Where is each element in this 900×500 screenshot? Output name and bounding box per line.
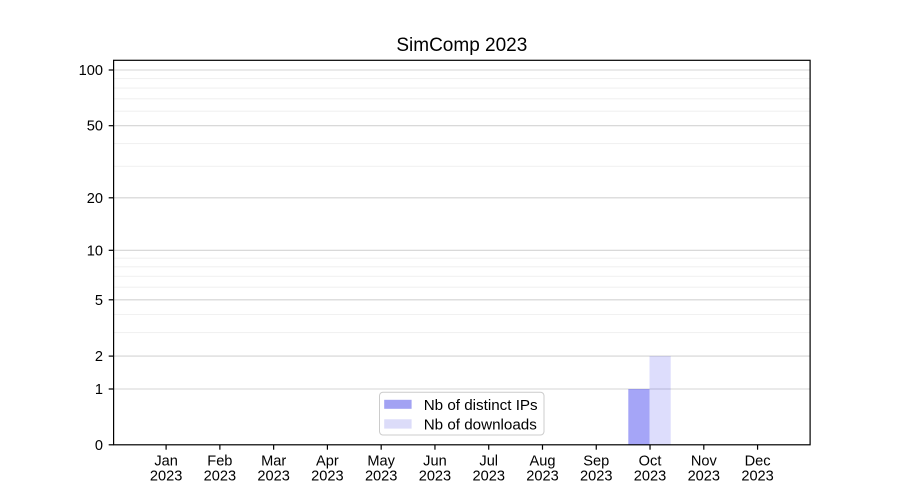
svg-text:Jul: Jul bbox=[479, 454, 498, 470]
svg-text:2: 2 bbox=[95, 349, 103, 365]
svg-text:2023: 2023 bbox=[419, 469, 451, 485]
svg-text:Nov: Nov bbox=[691, 454, 718, 470]
svg-text:2023: 2023 bbox=[150, 469, 182, 485]
svg-text:Sep: Sep bbox=[583, 454, 609, 470]
svg-text:20: 20 bbox=[87, 191, 103, 207]
svg-text:2023: 2023 bbox=[311, 469, 343, 485]
svg-text:Dec: Dec bbox=[745, 454, 771, 470]
svg-text:2023: 2023 bbox=[688, 469, 720, 485]
svg-text:1: 1 bbox=[95, 382, 103, 398]
svg-text:Aug: Aug bbox=[530, 454, 556, 470]
svg-text:Oct: Oct bbox=[639, 454, 662, 470]
svg-text:Apr: Apr bbox=[316, 454, 339, 470]
svg-text:2023: 2023 bbox=[580, 469, 612, 485]
svg-text:0: 0 bbox=[95, 438, 103, 454]
svg-text:2023: 2023 bbox=[204, 469, 236, 485]
svg-text:2023: 2023 bbox=[257, 469, 289, 485]
svg-text:Nb of distinct IPs: Nb of distinct IPs bbox=[424, 397, 538, 414]
svg-text:2023: 2023 bbox=[526, 469, 558, 485]
svg-text:Jan: Jan bbox=[154, 454, 178, 470]
svg-text:Nb of downloads: Nb of downloads bbox=[424, 417, 538, 434]
svg-text:May: May bbox=[367, 454, 395, 470]
svg-text:Feb: Feb bbox=[207, 454, 232, 470]
svg-text:2023: 2023 bbox=[741, 469, 773, 485]
svg-text:Jun: Jun bbox=[423, 454, 447, 470]
svg-text:2023: 2023 bbox=[634, 469, 666, 485]
svg-text:10: 10 bbox=[87, 243, 103, 259]
svg-text:5: 5 bbox=[95, 293, 103, 309]
svg-text:2023: 2023 bbox=[472, 469, 504, 485]
svg-text:100: 100 bbox=[79, 63, 103, 79]
svg-text:2023: 2023 bbox=[365, 469, 397, 485]
svg-text:Mar: Mar bbox=[261, 454, 286, 470]
svg-text:50: 50 bbox=[87, 119, 103, 135]
svg-text:SimComp 2023: SimComp 2023 bbox=[396, 35, 527, 56]
